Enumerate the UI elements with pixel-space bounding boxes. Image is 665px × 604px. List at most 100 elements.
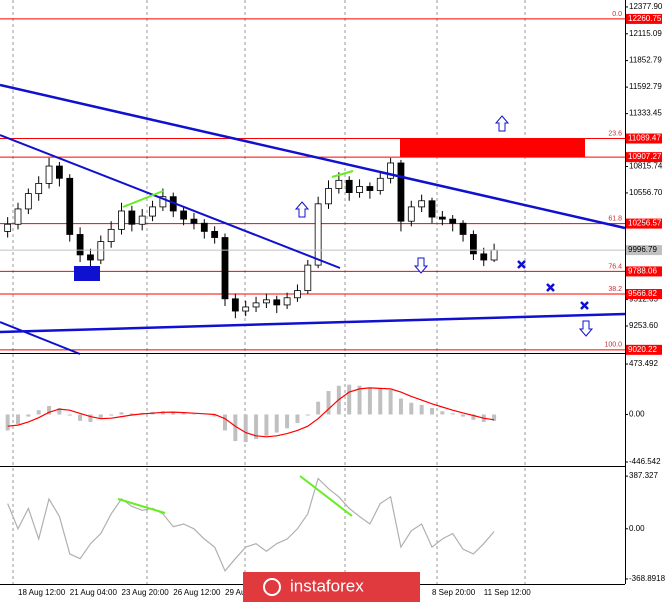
histogram-bar bbox=[378, 388, 383, 415]
y-tick-label: 12115.09 bbox=[629, 29, 662, 38]
candle-body bbox=[397, 162, 405, 222]
trendline bbox=[0, 134, 341, 269]
cross bbox=[517, 260, 526, 269]
divergence bbox=[299, 475, 353, 517]
candle-body bbox=[314, 203, 322, 266]
histogram-bar bbox=[191, 413, 196, 415]
candle-body bbox=[128, 210, 136, 225]
histogram-bar bbox=[109, 414, 114, 416]
candle-body bbox=[242, 306, 250, 312]
histogram-bar bbox=[492, 414, 497, 421]
histogram-bar bbox=[119, 412, 124, 415]
annotations bbox=[0, 83, 626, 517]
level-price: 12260.75 bbox=[628, 14, 662, 23]
signal-line bbox=[7, 387, 495, 438]
histogram-bar bbox=[223, 414, 227, 431]
divergence bbox=[122, 190, 164, 208]
candle-body bbox=[56, 165, 63, 179]
level-label: 76.4 bbox=[608, 263, 622, 270]
histogram-bar bbox=[181, 413, 186, 415]
cross bbox=[580, 301, 589, 310]
y-tick-label: 0.00 bbox=[629, 524, 645, 533]
watermark: instaforex bbox=[243, 572, 420, 602]
histogram-bar bbox=[316, 401, 321, 415]
histogram-bar bbox=[409, 402, 414, 415]
candle-body bbox=[76, 234, 84, 256]
price-box bbox=[626, 344, 662, 355]
trendline bbox=[0, 321, 81, 355]
candle-body bbox=[325, 188, 332, 205]
candle-body bbox=[149, 206, 156, 217]
candle-body bbox=[480, 253, 488, 261]
level-label: 0.0 bbox=[612, 11, 622, 18]
y-tick-label: -368.8918 bbox=[629, 574, 665, 583]
histogram-bar bbox=[47, 405, 52, 415]
candle-body bbox=[45, 165, 53, 184]
arrow-up bbox=[494, 115, 510, 132]
y-tick-label: 11592.79 bbox=[629, 82, 662, 91]
histogram-bar bbox=[212, 414, 217, 417]
histogram-bar bbox=[26, 414, 31, 417]
marker-box bbox=[74, 266, 100, 281]
candle-body bbox=[24, 193, 32, 210]
histogram-bar bbox=[388, 389, 393, 415]
candle-body bbox=[449, 218, 457, 224]
y-tick-label: 0.00 bbox=[629, 410, 645, 419]
candle-body bbox=[159, 196, 167, 208]
arrow-up bbox=[294, 201, 310, 218]
candle-body bbox=[304, 264, 312, 292]
zone bbox=[400, 138, 585, 157]
level-price: 10256.57 bbox=[628, 219, 662, 228]
candle-body bbox=[407, 206, 415, 222]
oscillator-line bbox=[7, 477, 495, 573]
histogram-bar bbox=[264, 414, 269, 436]
candle-body bbox=[231, 298, 239, 312]
candle-body bbox=[107, 228, 115, 243]
level-label: 38.2 bbox=[608, 286, 622, 293]
histogram-bar bbox=[285, 414, 290, 429]
histogram-bar bbox=[450, 413, 455, 415]
x-tick-label: 23 Aug 20:00 bbox=[122, 588, 170, 597]
level-label: 23.6 bbox=[608, 130, 622, 137]
level-price: 9788.06 bbox=[628, 267, 657, 276]
histogram-bar bbox=[471, 414, 476, 420]
histogram-bar bbox=[305, 414, 310, 416]
x-tick-label: 11 Sep 12:00 bbox=[484, 588, 532, 597]
candle-body bbox=[366, 186, 374, 191]
histogram-bar bbox=[419, 404, 424, 415]
y-tick-label: 11852.79 bbox=[629, 56, 662, 65]
price-box bbox=[626, 245, 662, 256]
histogram-bar bbox=[16, 414, 20, 425]
grid bbox=[12, 0, 526, 584]
candle-body bbox=[190, 218, 198, 224]
histogram-bar bbox=[347, 384, 352, 415]
histogram-bar bbox=[254, 414, 259, 439]
cross bbox=[546, 283, 555, 292]
y-tick-label: 9512.65 bbox=[629, 295, 658, 304]
candle-body bbox=[387, 162, 395, 179]
divergence bbox=[117, 498, 166, 514]
histogram-bar bbox=[398, 398, 403, 415]
histogram-bar bbox=[36, 410, 41, 415]
histogram-bar bbox=[171, 412, 176, 415]
histogram-bar bbox=[88, 414, 93, 422]
histogram-bar bbox=[367, 387, 372, 415]
histogram-bar bbox=[67, 414, 72, 416]
histogram-bar bbox=[274, 414, 279, 433]
trendline bbox=[0, 312, 626, 334]
price-box bbox=[626, 133, 662, 144]
candle-body bbox=[356, 186, 363, 193]
candle-body bbox=[35, 183, 43, 195]
histogram-bar bbox=[430, 408, 434, 415]
y-tick-label: 10556.70 bbox=[629, 188, 663, 197]
candle-body bbox=[200, 222, 208, 232]
watermark-icon bbox=[263, 578, 281, 596]
histogram-bar bbox=[357, 385, 362, 415]
candle-body bbox=[273, 299, 281, 306]
histogram-bar bbox=[233, 414, 238, 442]
candle-body bbox=[87, 254, 94, 261]
arrow-down bbox=[413, 257, 429, 274]
candle-body bbox=[262, 299, 270, 304]
histogram-bar bbox=[129, 413, 134, 415]
watermark-bg bbox=[243, 572, 420, 602]
